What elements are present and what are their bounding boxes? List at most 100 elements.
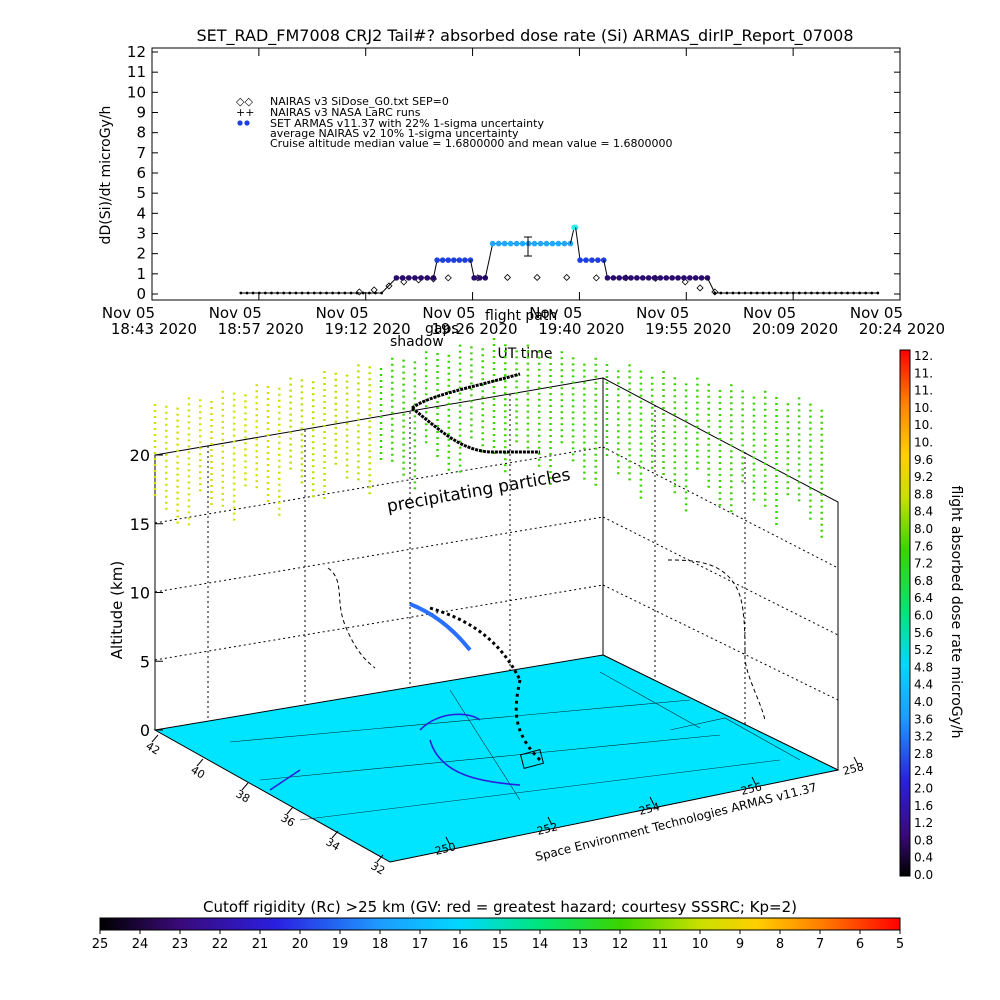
armas-connector bbox=[575, 227, 581, 261]
latitude-tick-mark bbox=[241, 782, 249, 791]
dose-tick-label: 3.6 bbox=[914, 712, 933, 726]
nairas-point bbox=[533, 273, 541, 282]
dose-tick-label: 4.8 bbox=[914, 660, 933, 674]
armas-point bbox=[663, 275, 670, 281]
x-tick-label-day: Nov 05 bbox=[209, 304, 262, 322]
dose-tick-label: 0.0 bbox=[914, 868, 933, 882]
y-tick-label: 3 bbox=[136, 225, 146, 243]
armas-point bbox=[399, 275, 406, 281]
x-tick-label-time: 19:26 2020 bbox=[431, 320, 517, 338]
armas-point bbox=[405, 275, 412, 281]
latitude-tick-label: 34 bbox=[324, 835, 343, 853]
nairas-point bbox=[385, 282, 393, 290]
dose-tick-label: 1.2 bbox=[914, 816, 933, 830]
x-tick-label-day: Nov 05 bbox=[743, 304, 796, 322]
nairas-point bbox=[711, 288, 719, 296]
flight-path-3d-descent bbox=[514, 679, 542, 762]
armas-point bbox=[525, 240, 532, 247]
armas-point bbox=[270, 291, 273, 295]
dose-tick-label: 9.6 bbox=[914, 453, 933, 467]
x-tick-label-time: 19:40 2020 bbox=[538, 320, 624, 338]
cutoff-tick-label: 5 bbox=[896, 937, 904, 952]
latitude-axis: 42 40 38 36 34 32 bbox=[144, 734, 387, 878]
dose-tick-label: 2.0 bbox=[914, 782, 933, 796]
nairas-point bbox=[400, 278, 408, 286]
armas-point bbox=[858, 291, 862, 295]
dose-colorbar-gradient bbox=[899, 349, 911, 877]
x-tick-label-time: 18:43 2020 bbox=[111, 320, 197, 338]
armas-point bbox=[785, 291, 789, 295]
latitude-tick-mark bbox=[331, 830, 339, 839]
dose-tick-label: 4.4 bbox=[914, 678, 933, 692]
dose-tick-label: 9.2 bbox=[914, 470, 933, 484]
armas-point bbox=[604, 275, 611, 281]
x-tick-label-day: Nov 05 bbox=[422, 304, 475, 322]
flight-projection-top bbox=[411, 372, 540, 454]
y-tick-label: 9 bbox=[136, 104, 146, 122]
armas-point bbox=[306, 291, 310, 295]
cutoff-title: Cutoff rigidity (Rc) >25 km (GV: red = g… bbox=[203, 898, 797, 916]
cutoff-tick-label: 17 bbox=[412, 937, 429, 952]
armas-point bbox=[282, 291, 286, 295]
cutoff-tick-label: 18 bbox=[372, 937, 389, 952]
annotation-gaps: gaps bbox=[425, 321, 459, 337]
cutoff-tick-label: 20 bbox=[292, 937, 309, 952]
cutoff-tick-label: 13 bbox=[572, 937, 589, 952]
armas-point bbox=[719, 291, 723, 295]
armas-point bbox=[462, 257, 468, 263]
y-tick-label: 6 bbox=[136, 164, 146, 182]
armas-point bbox=[251, 291, 255, 295]
armas-point bbox=[245, 291, 249, 295]
latitude-tick-label: 38 bbox=[234, 787, 253, 805]
x-tick-label-day: Nov 05 bbox=[316, 304, 369, 322]
cutoff-tick-label: 16 bbox=[452, 937, 469, 952]
dose-tick-label: 10. bbox=[914, 436, 933, 450]
armas-point bbox=[628, 275, 634, 281]
cutoff-tick-label: 9 bbox=[736, 937, 744, 952]
armas-point bbox=[669, 275, 675, 281]
dose-colorbar: 12. 11. 11. 10. 10. 10. 9.6 9.2 8.8 8.4 8.0 7.6 7.2 6… bbox=[899, 349, 964, 882]
longitude-tick-label: 256 bbox=[740, 780, 764, 798]
cutoff-tick-label: 8 bbox=[776, 937, 784, 952]
armas-connector bbox=[484, 243, 494, 278]
cutoff-ticks: 25 24 23 22 21 20 19 18 17 16 15 14 13 12 11 10 9 8 7 6 5 bbox=[92, 930, 904, 952]
cutoff-tick-label: 25 bbox=[92, 937, 109, 952]
armas-point bbox=[828, 291, 831, 295]
cutoff-tick-label: 21 bbox=[252, 937, 269, 952]
nairas-point bbox=[503, 273, 512, 282]
ground-surface bbox=[153, 654, 840, 863]
timeseries-legend: ◇◇ NAIRAS v3 SiDose_G0.txt SEP=0 ++ NAIR… bbox=[236, 95, 673, 150]
dose-tick-label: 7.6 bbox=[914, 539, 933, 553]
cutoff-tick-label: 6 bbox=[856, 937, 864, 952]
armas-point bbox=[361, 291, 365, 295]
armas-point bbox=[325, 291, 328, 295]
dose-tick-label: 5.6 bbox=[914, 626, 933, 640]
wall-grid bbox=[154, 394, 839, 726]
armas-point bbox=[412, 275, 418, 281]
altitude-tick-label: 15 bbox=[130, 515, 150, 534]
armas-point bbox=[797, 291, 801, 295]
armas-connector bbox=[603, 260, 608, 278]
armas-point bbox=[257, 291, 261, 295]
dose-tick-label: 12. bbox=[914, 349, 933, 363]
latitude-tick-mark bbox=[151, 734, 159, 743]
nairas-point bbox=[681, 278, 689, 286]
altitude-axis-label: Altitude (km) bbox=[108, 561, 126, 659]
dose-tick-label: 8.0 bbox=[914, 522, 933, 536]
armas-point bbox=[355, 291, 359, 295]
armas-point bbox=[725, 291, 729, 295]
armas-point bbox=[450, 257, 457, 263]
dose-tick-label: 3.2 bbox=[914, 730, 933, 744]
armas-point bbox=[434, 257, 440, 263]
flight-path-3d-cruise bbox=[429, 606, 522, 681]
armas-point bbox=[555, 240, 562, 247]
y-tick-label: 11 bbox=[127, 63, 146, 81]
armas-point bbox=[549, 240, 556, 247]
armas-point bbox=[531, 240, 538, 247]
armas-point bbox=[476, 275, 483, 281]
armas-point bbox=[424, 275, 431, 281]
armas-point bbox=[692, 275, 699, 281]
legend-symbol-nairas-v3: ◇◇ bbox=[236, 95, 253, 108]
